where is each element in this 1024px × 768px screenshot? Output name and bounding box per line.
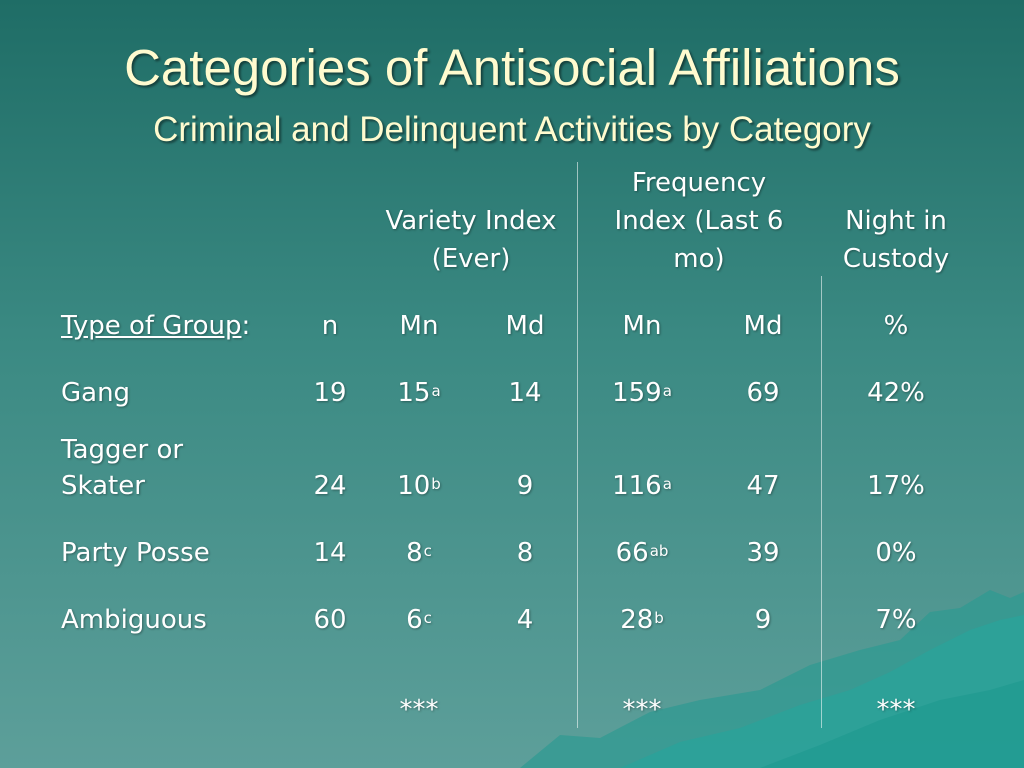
row-ambiguous-variety-mean: 6c xyxy=(406,605,432,635)
significance-custody: *** xyxy=(876,695,916,725)
row-tagger-variety-mean: 10b xyxy=(397,471,441,501)
row-party-posse-variety-mean: 8c xyxy=(406,538,432,568)
row-tagger-group-line1: Tagger or xyxy=(61,435,184,465)
column-header-frequency-mean: Mn xyxy=(622,311,662,341)
column-header-percent: % xyxy=(883,311,909,341)
row-ambiguous-frequency-mean: 28b xyxy=(620,605,664,635)
column-header-frequency-median: Md xyxy=(743,311,783,341)
row-ambiguous-variety-median: 4 xyxy=(516,605,534,635)
slide-subtitle: Criminal and Delinquent Activities by Ca… xyxy=(153,110,871,149)
row-ambiguous-n: 60 xyxy=(313,605,347,635)
row-party-posse-n: 14 xyxy=(313,538,347,568)
header-night-in-custody-line2: Custody xyxy=(842,244,950,274)
row-gang-variety-mean: 15a xyxy=(397,378,441,408)
header-frequency-index-line2: Index (Last 6 xyxy=(614,206,784,236)
row-tagger-group-line2: Skater xyxy=(61,471,145,501)
row-tagger-frequency-mean: 116a xyxy=(612,471,672,501)
row-party-posse-variety-median: 8 xyxy=(516,538,534,568)
row-tagger-variety-median: 9 xyxy=(516,471,534,501)
row-ambiguous-frequency-median: 9 xyxy=(754,605,772,635)
row-ambiguous-custody-percent: 7% xyxy=(875,605,917,635)
slide-title: Categories of Antisocial Affiliations xyxy=(124,39,900,96)
column-header-n: n xyxy=(321,311,339,341)
header-night-in-custody-line1: Night in xyxy=(845,206,947,236)
significance-variety: *** xyxy=(399,695,439,725)
column-header-variety-mean: Mn xyxy=(399,311,439,341)
row-tagger-n: 24 xyxy=(313,471,347,501)
column-header-type-of-group: Type of Group: xyxy=(61,311,251,341)
row-party-posse-custody-percent: 0% xyxy=(875,538,917,568)
header-variety-index-line1: Variety Index xyxy=(385,206,557,236)
row-ambiguous-group: Ambiguous xyxy=(61,605,207,635)
row-gang-frequency-median: 69 xyxy=(746,378,780,408)
divider-line-frequency-custody xyxy=(821,276,822,728)
row-party-posse-frequency-mean: 66ab xyxy=(615,538,669,568)
row-gang-n: 19 xyxy=(313,378,347,408)
header-frequency-index-line1: Frequency xyxy=(631,168,767,198)
row-party-posse-frequency-median: 39 xyxy=(746,538,780,568)
row-party-posse-group: Party Posse xyxy=(61,538,210,568)
header-variety-index-line2: (Ever) xyxy=(431,244,511,274)
significance-frequency: *** xyxy=(622,695,662,725)
row-gang-frequency-mean: 159a xyxy=(612,378,672,408)
row-gang-group: Gang xyxy=(61,378,131,408)
divider-line-variety-frequency xyxy=(577,162,578,728)
row-tagger-custody-percent: 17% xyxy=(867,471,925,501)
header-frequency-index-line3: mo) xyxy=(673,244,725,274)
column-header-variety-median: Md xyxy=(505,311,545,341)
row-tagger-frequency-median: 47 xyxy=(746,471,780,501)
row-gang-custody-percent: 42% xyxy=(867,378,925,408)
row-gang-variety-median: 14 xyxy=(508,378,542,408)
